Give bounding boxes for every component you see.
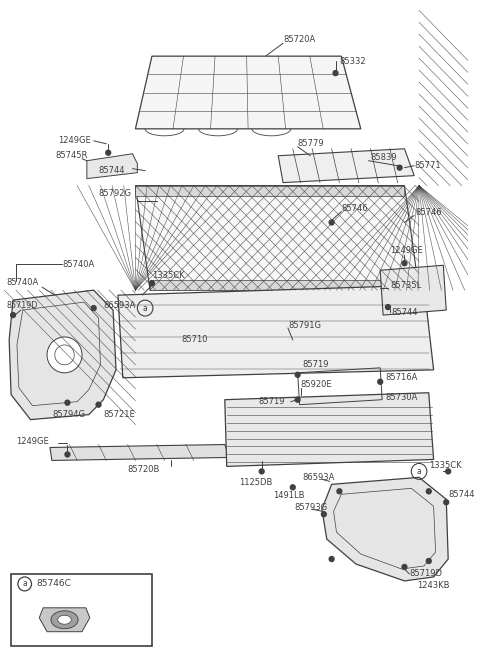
Text: 85779: 85779 xyxy=(298,140,324,148)
Circle shape xyxy=(329,220,334,225)
Text: 85710: 85710 xyxy=(181,335,207,345)
Circle shape xyxy=(47,337,82,373)
Text: 85740A: 85740A xyxy=(62,260,95,269)
Circle shape xyxy=(65,400,70,405)
Text: 85719: 85719 xyxy=(259,397,285,406)
Circle shape xyxy=(295,397,300,402)
Polygon shape xyxy=(322,477,448,581)
Text: 85719D: 85719D xyxy=(409,569,443,578)
Circle shape xyxy=(446,469,451,474)
Text: 85920E: 85920E xyxy=(300,381,332,389)
Text: 85794G: 85794G xyxy=(52,410,85,419)
Polygon shape xyxy=(380,265,446,315)
Circle shape xyxy=(402,565,407,569)
Circle shape xyxy=(426,559,431,563)
Circle shape xyxy=(397,165,402,170)
Text: 85744: 85744 xyxy=(392,308,419,316)
Text: 85839: 85839 xyxy=(371,153,397,162)
Circle shape xyxy=(91,306,96,310)
Circle shape xyxy=(259,469,264,474)
Ellipse shape xyxy=(51,611,78,629)
Circle shape xyxy=(295,372,300,377)
Polygon shape xyxy=(50,445,229,460)
Circle shape xyxy=(290,485,295,490)
Text: 85792G: 85792G xyxy=(98,189,132,198)
Circle shape xyxy=(385,305,390,310)
Text: 86593A: 86593A xyxy=(103,301,136,310)
Polygon shape xyxy=(150,280,419,290)
Text: 85746C: 85746C xyxy=(36,580,71,588)
Polygon shape xyxy=(135,185,419,290)
Circle shape xyxy=(329,557,334,561)
Polygon shape xyxy=(278,149,414,183)
Text: 1335CK: 1335CK xyxy=(152,271,185,280)
Circle shape xyxy=(65,452,70,457)
Text: 85744: 85744 xyxy=(448,490,475,499)
Polygon shape xyxy=(118,285,433,378)
Text: 1335CK: 1335CK xyxy=(429,461,461,470)
Polygon shape xyxy=(135,185,405,196)
Text: 85793G: 85793G xyxy=(295,503,328,512)
Text: 1491LB: 1491LB xyxy=(273,491,305,500)
Text: 1249GE: 1249GE xyxy=(390,246,423,255)
Circle shape xyxy=(444,500,449,505)
Text: 85720A: 85720A xyxy=(283,35,315,44)
Circle shape xyxy=(378,379,383,384)
Text: 1249GE: 1249GE xyxy=(58,136,90,145)
Circle shape xyxy=(11,312,15,318)
Circle shape xyxy=(322,512,326,517)
Text: 85746: 85746 xyxy=(415,208,442,217)
Polygon shape xyxy=(135,56,361,129)
Polygon shape xyxy=(225,393,433,466)
Text: 85740A: 85740A xyxy=(6,278,38,287)
Text: 85730A: 85730A xyxy=(385,393,418,402)
FancyBboxPatch shape xyxy=(11,574,152,646)
Text: a: a xyxy=(143,303,147,312)
Text: 86593A: 86593A xyxy=(302,473,335,482)
Text: a: a xyxy=(23,580,27,588)
Polygon shape xyxy=(87,154,137,179)
Text: 85716A: 85716A xyxy=(385,373,418,383)
Polygon shape xyxy=(9,290,116,420)
Text: 85744: 85744 xyxy=(98,166,125,175)
Text: 85746: 85746 xyxy=(341,204,368,213)
Text: 85771: 85771 xyxy=(414,161,441,170)
Text: a: a xyxy=(417,467,421,476)
Text: 85735L: 85735L xyxy=(390,281,421,290)
Text: 1243KB: 1243KB xyxy=(417,582,450,590)
Circle shape xyxy=(106,150,111,155)
Circle shape xyxy=(402,261,407,266)
Text: 85719: 85719 xyxy=(302,360,329,369)
Text: 85791G: 85791G xyxy=(288,320,321,329)
Polygon shape xyxy=(39,608,90,631)
Text: 85745R: 85745R xyxy=(56,151,88,160)
Text: 1249GE: 1249GE xyxy=(16,437,48,446)
Text: 85721E: 85721E xyxy=(103,410,135,419)
Text: 1125DB: 1125DB xyxy=(240,478,273,487)
Circle shape xyxy=(149,281,155,286)
Circle shape xyxy=(333,71,338,75)
Circle shape xyxy=(96,402,101,407)
Circle shape xyxy=(337,489,342,494)
Circle shape xyxy=(426,489,431,494)
Text: 85332: 85332 xyxy=(339,56,366,66)
Text: 85720B: 85720B xyxy=(128,465,160,474)
Ellipse shape xyxy=(58,615,72,624)
Text: 85719D: 85719D xyxy=(6,301,38,310)
